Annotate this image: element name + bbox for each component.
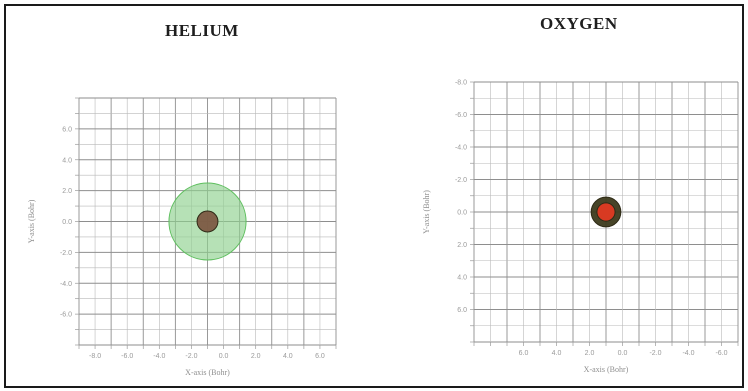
- x-tick-label: 2.0: [585, 350, 595, 357]
- x-axis-label: X-axis (Bohr): [584, 365, 629, 374]
- y-tick-label: 0.0: [457, 210, 467, 217]
- x-tick-label: 6.0: [519, 350, 529, 357]
- x-tick-label: 2.0: [251, 353, 261, 360]
- oxygen-title: OXYGEN: [540, 14, 618, 33]
- y-tick-label: 0.0: [62, 219, 72, 226]
- y-tick-label: -2.0: [60, 250, 72, 257]
- x-tick-label: -4.0: [682, 350, 694, 357]
- x-tick-label: -2.0: [185, 353, 197, 360]
- x-axis-label: X-axis (Bohr): [185, 368, 230, 377]
- x-tick-label: -6.0: [121, 353, 133, 360]
- y-tick-label: 2.0: [62, 188, 72, 195]
- x-tick-label: -2.0: [649, 350, 661, 357]
- density-region: [196, 210, 219, 233]
- y-tick-label: 6.0: [457, 307, 467, 314]
- x-tick-label: 4.0: [552, 350, 562, 357]
- y-tick-label: -6.0: [455, 112, 467, 119]
- y-tick-label: 6.0: [62, 126, 72, 133]
- x-tick-label: -8.0: [89, 353, 101, 360]
- y-axis-label: Y-axis (Bohr): [27, 199, 36, 243]
- y-tick-label: 2.0: [457, 242, 467, 249]
- y-tick-label: 4.0: [62, 157, 72, 164]
- y-tick-label: -6.0: [60, 312, 72, 319]
- x-tick-label: 0.0: [219, 353, 229, 360]
- x-tick-label: 4.0: [283, 353, 293, 360]
- y-axis-label: Y-axis (Bohr): [422, 190, 431, 234]
- x-tick-label: -4.0: [153, 353, 165, 360]
- y-tick-label: -4.0: [60, 281, 72, 288]
- x-tick-label: -6.0: [715, 350, 727, 357]
- y-tick-label: 4.0: [457, 275, 467, 282]
- x-tick-label: 0.0: [618, 350, 628, 357]
- helium-title: HELIUM: [165, 21, 239, 40]
- y-tick-label: -8.0: [455, 80, 467, 87]
- y-tick-label: -4.0: [455, 145, 467, 152]
- density-region: [596, 202, 616, 222]
- y-tick-label: -2.0: [455, 177, 467, 184]
- x-tick-label: 6.0: [315, 353, 325, 360]
